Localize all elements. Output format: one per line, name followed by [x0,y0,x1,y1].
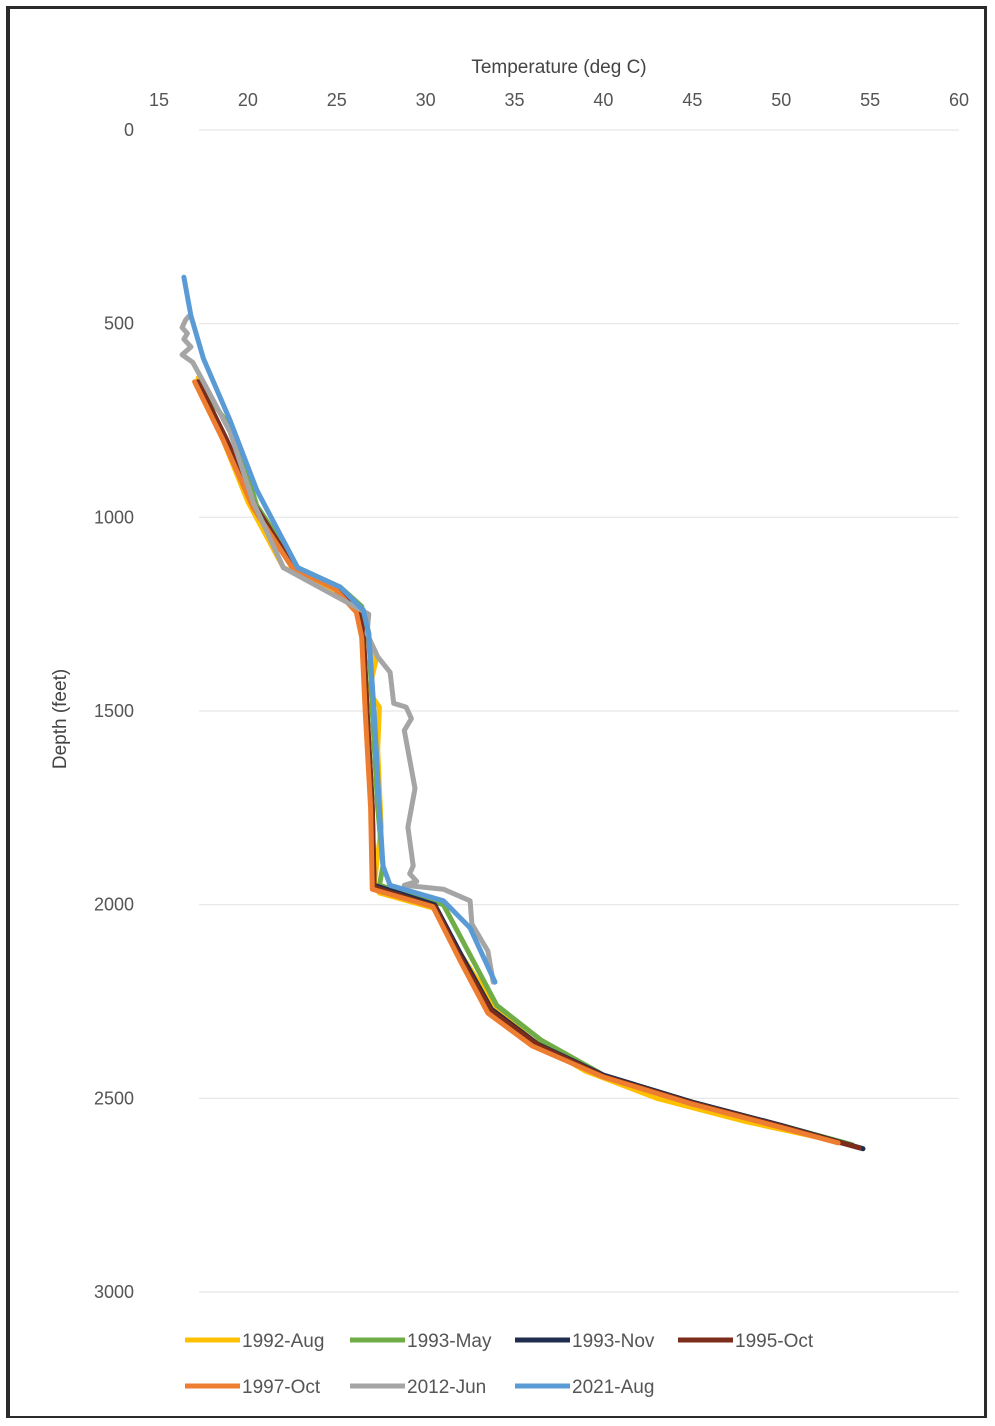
x-tick-label: 45 [682,90,702,110]
y-tick-label: 0 [124,120,134,140]
x-tick-labels: 15 20 25 30 35 40 45 50 55 60 [149,90,969,110]
legend-label: 1993-Nov [572,1331,655,1352]
y-tick-label: 2500 [94,1088,134,1108]
legend-item: 1993-Nov [515,1331,655,1352]
series-line-1993-May [195,379,855,1148]
legend-label: 2021-Aug [572,1377,654,1398]
y-tick-label: 1500 [94,701,134,721]
y-tick-label: 1000 [94,507,134,527]
x-tick-label: 30 [416,90,436,110]
legend-item: 1997-Oct [185,1377,321,1398]
legend: 1992-Aug 1993-May 1993-Nov 1995-Oct 1997-Oct… [185,1331,814,1398]
x-tick-label: 15 [149,90,169,110]
series-line-2021-Aug [181,274,498,985]
gridlines [199,129,959,1293]
legend-item: 1995-Oct [678,1331,814,1352]
series-lines [179,274,866,1152]
legend-label: 1995-Oct [735,1331,814,1352]
legend-label: 2012-Jun [407,1377,486,1398]
x-tick-label: 20 [238,90,258,110]
legend-item: 2021-Aug [515,1377,654,1398]
legend-label: 1993-May [407,1331,492,1352]
legend-label: 1997-Oct [242,1377,321,1398]
legend-item: 1992-Aug [185,1331,324,1352]
x-tick-label: 35 [505,90,525,110]
legend-item: 1993-May [350,1331,492,1352]
y-tick-label: 2000 [94,895,134,915]
y-tick-label: 500 [104,314,134,334]
x-tick-label: 60 [949,90,969,110]
legend-label: 1992-Aug [242,1331,324,1352]
chart-frame: Temperature (deg C) Depth (feet) 15 20 25 3… [6,6,987,1418]
x-tick-label: 40 [593,90,613,110]
depth-temperature-chart: Temperature (deg C) Depth (feet) 15 20 25 3… [50,57,969,1398]
x-tick-label: 55 [860,90,880,110]
x-axis-title: Temperature (deg C) [471,57,646,78]
series-line-2012-Jun [179,313,496,985]
x-tick-label: 50 [771,90,791,110]
y-tick-label: 3000 [94,1282,134,1302]
x-tick-label: 25 [327,90,347,110]
y-axis-title: Depth (feet) [50,669,71,769]
y-tick-labels: 0 500 1000 1500 2000 2500 3000 [94,120,134,1302]
series-line-1997-Oct [192,379,841,1146]
legend-item: 2012-Jun [350,1377,486,1398]
